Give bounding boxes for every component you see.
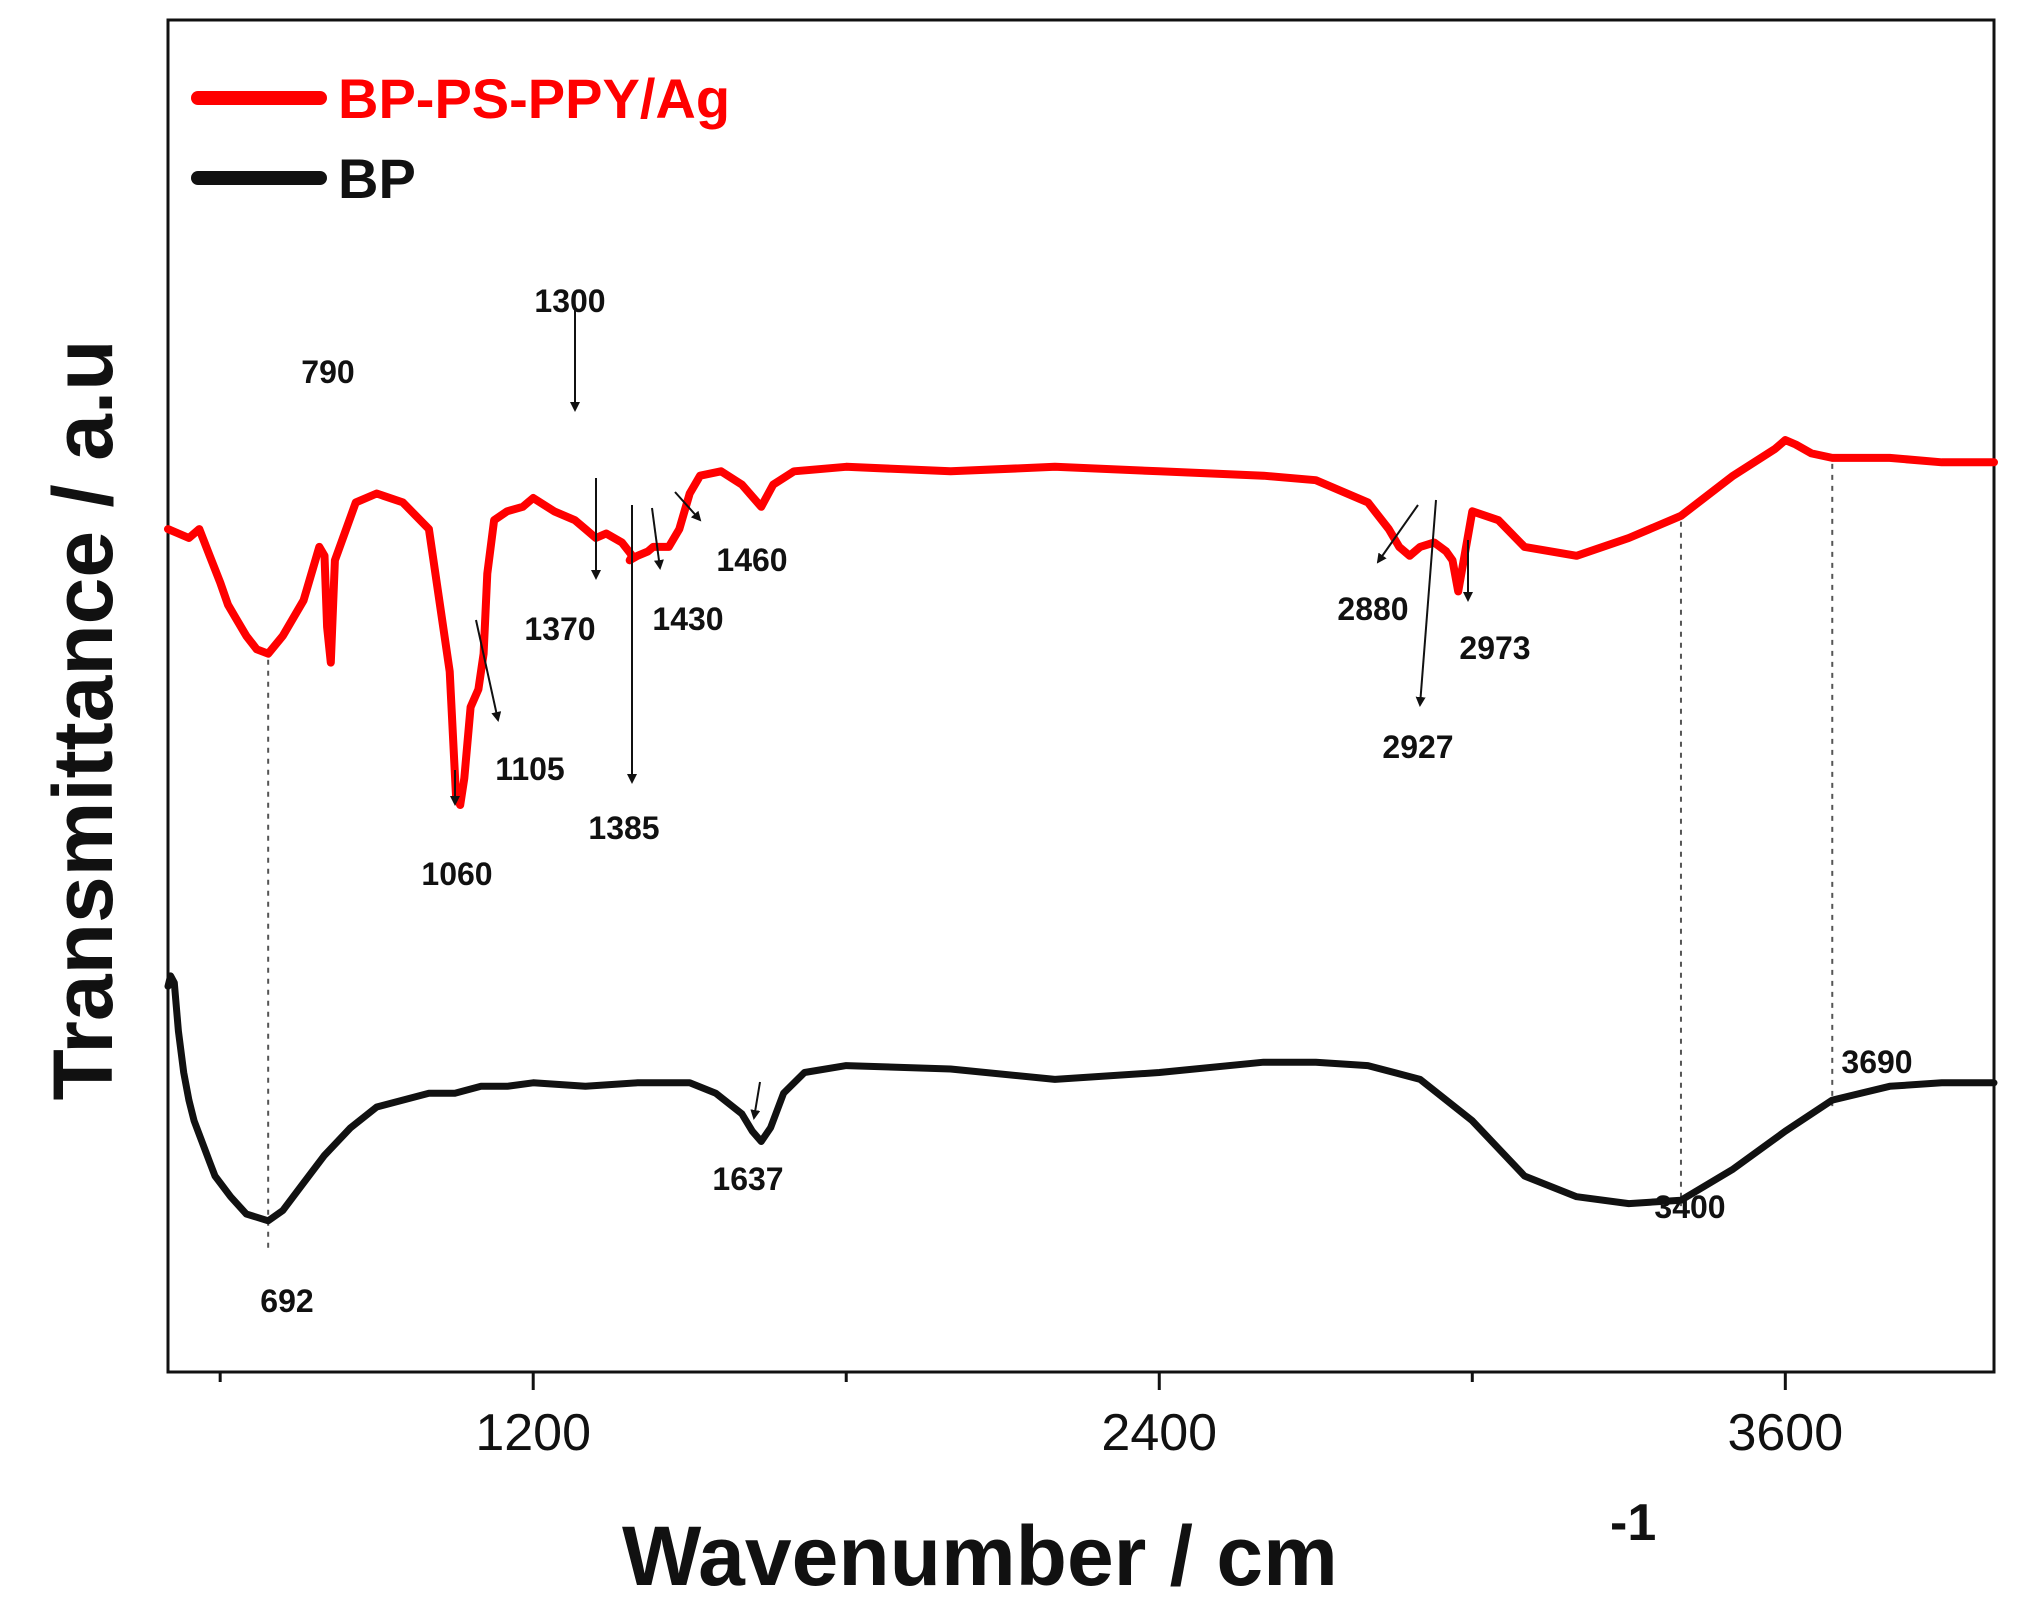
arrow-2880 — [1376, 504, 1419, 564]
annotation-1385: 1385 — [588, 810, 659, 846]
arrow-1105 — [475, 619, 502, 722]
arrow-1460 — [674, 491, 702, 522]
annotation-790: 790 — [301, 354, 354, 390]
annotation-2927: 2927 — [1382, 729, 1453, 765]
annotation-1370: 1370 — [524, 611, 595, 647]
plot-frame — [166, 18, 1996, 1374]
annotation-labels: 790 1300 1370 1430 1460 1105 1060 1385 2880 2973 2… — [260, 283, 1912, 1319]
legend: BP-PS-PPY/Ag BP — [191, 67, 730, 210]
arrow-2927 — [1415, 499, 1437, 707]
annotation-3400: 3400 — [1654, 1189, 1725, 1225]
y-axis-title: Transmittance / a.u — [36, 340, 130, 1101]
annotation-1460: 1460 — [716, 542, 787, 578]
guide-lines — [267, 463, 1834, 1251]
annotation-2880: 2880 — [1337, 591, 1408, 627]
series-group — [164, 436, 1998, 1225]
x-axis-title-superscript: -1 — [1610, 1494, 1656, 1552]
annotation-1430: 1430 — [652, 601, 723, 637]
legend-label-bp-ps-ppy-ag: BP-PS-PPY/Ag — [338, 67, 730, 130]
annotation-2973: 2973 — [1459, 630, 1530, 666]
x-tick-label-3600: 3600 — [1727, 1404, 1843, 1462]
arrow-1430 — [651, 507, 664, 570]
x-tick-label-2400: 2400 — [1101, 1404, 1217, 1462]
series-line-bp-ps-ppy-ag — [164, 436, 1998, 809]
annotation-1105: 1105 — [495, 751, 564, 787]
arrow-1637 — [750, 1081, 761, 1120]
annotation-1300: 1300 — [534, 283, 605, 319]
annotation-1060: 1060 — [421, 856, 492, 892]
x-axis: 1200 2400 3600 — [218, 1372, 1843, 1462]
annotation-3690: 3690 — [1841, 1044, 1912, 1080]
x-tick-label-1200: 1200 — [475, 1404, 591, 1462]
x-axis-title: Wavenumber / cm — [622, 1509, 1338, 1603]
annotation-arrows — [450, 308, 1473, 1120]
annotation-1637: 1637 — [712, 1161, 783, 1197]
legend-label-bp: BP — [338, 147, 416, 210]
annotation-692: 692 — [260, 1283, 313, 1319]
series-line-bp — [164, 972, 1998, 1225]
